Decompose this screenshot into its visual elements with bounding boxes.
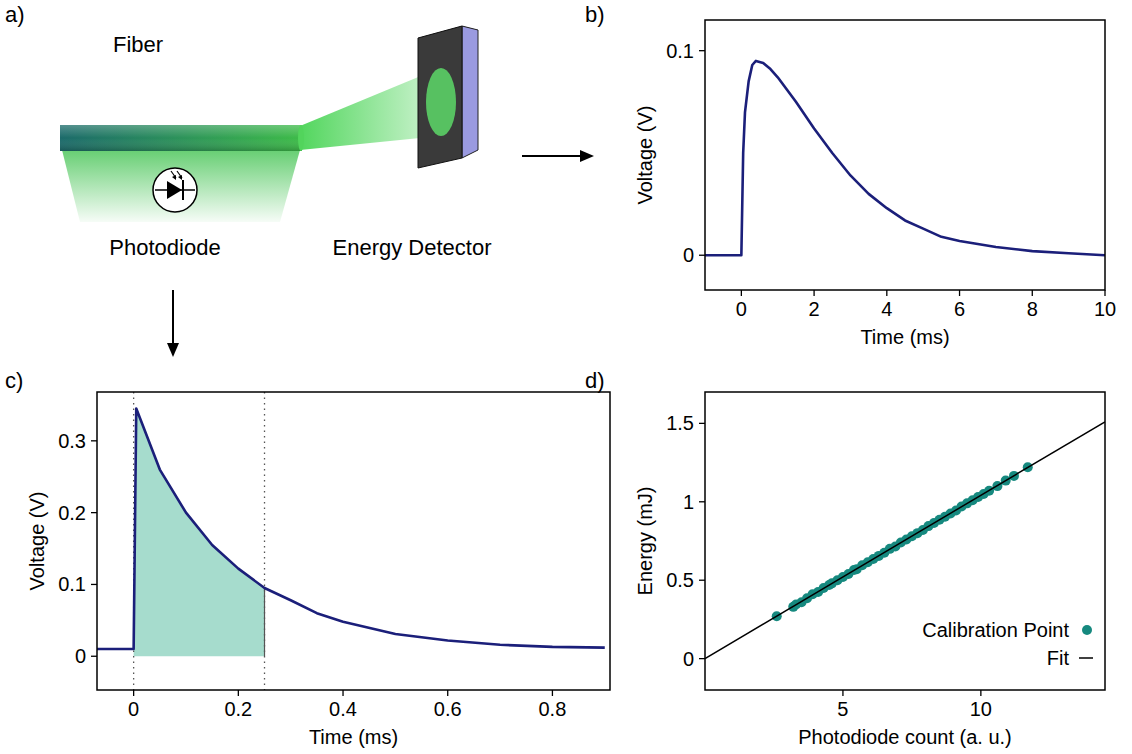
- diode-bar: [182, 180, 184, 200]
- y-axis-title: Voltage (V): [634, 106, 656, 205]
- x-tick: [1032, 290, 1033, 296]
- x-tick: [447, 690, 448, 696]
- arrow: [172, 290, 174, 345]
- y-tick-label: 0.5: [666, 569, 694, 591]
- y-axis-title: Voltage (V): [26, 492, 48, 591]
- arrow-head: [167, 343, 179, 357]
- plot-area: [705, 61, 1105, 255]
- x-tick: [1104, 290, 1105, 296]
- x-tick-label: 4: [881, 298, 892, 320]
- plot-area: [705, 422, 1105, 659]
- y-tick: [91, 656, 97, 657]
- diode: [167, 181, 182, 199]
- panel-letter: d): [585, 368, 605, 393]
- y-tick: [699, 580, 705, 581]
- x-axis-title: Photodiode count (a. u.): [798, 726, 1011, 748]
- integration-area: [134, 409, 265, 657]
- y-tick: [91, 584, 97, 585]
- background: [0, 0, 1132, 754]
- y-tick-label: 0.1: [58, 573, 86, 595]
- y-tick: [699, 658, 705, 659]
- y-tick-label: 0.1: [666, 40, 694, 62]
- legend-label: Fit: [1047, 647, 1070, 669]
- x-tick: [842, 690, 843, 696]
- legend: Calibration Point Fit: [922, 619, 1093, 669]
- series-line: [97, 409, 605, 650]
- x-tick: [741, 290, 742, 296]
- diagram: a) Fiber Photodiode Energy Detector: [5, 2, 594, 357]
- x-tick: [133, 690, 134, 696]
- arrow-head: [172, 175, 176, 180]
- plot-frame: [705, 20, 1105, 290]
- y-tick: [91, 512, 97, 513]
- y-tick-label: 0: [683, 244, 694, 266]
- plot-area: [97, 392, 605, 690]
- arrow-head: [178, 175, 182, 180]
- x-tick-label: 2: [809, 298, 820, 320]
- detector-side: [462, 26, 478, 158]
- series-line: [705, 422, 1105, 659]
- x-axis-title: Time (ms): [309, 726, 398, 748]
- x-axis-title: Time (ms): [860, 326, 949, 348]
- x-tick-label: 0.2: [224, 698, 252, 720]
- x-tick-label: 5: [837, 698, 848, 720]
- x-tick-label: 10: [970, 698, 992, 720]
- y-tick-label: 0.2: [58, 502, 86, 524]
- panel-letter: b): [585, 2, 605, 27]
- y-tick-label: 1.5: [666, 412, 694, 434]
- y-tick: [699, 423, 705, 424]
- y-tick: [91, 440, 97, 441]
- label: Photodiode: [109, 235, 220, 260]
- beam-spot: [426, 68, 456, 136]
- chart-panel: 0 0.2 0.4 0.6 0.8 0 0.1 0.2 0.3 Time (ms) Voltage …: [5, 368, 610, 748]
- x-tick-label: 10: [1094, 298, 1116, 320]
- x-tick-label: 0: [128, 698, 139, 720]
- chart-panel: 5 10 0 0.5 1 1.5 Photodiode count (a. u.) Energ…: [585, 368, 1105, 748]
- x-tick: [959, 290, 960, 296]
- y-tick: [699, 50, 705, 51]
- x-tick: [342, 690, 343, 696]
- fiber: [60, 125, 302, 151]
- arrow: [522, 155, 582, 157]
- plot-frame: [97, 392, 610, 690]
- legend-label: Calibration Point: [922, 619, 1069, 641]
- window-line: [264, 392, 265, 690]
- legend-symbol: [1079, 657, 1093, 659]
- panel-letter: a): [5, 2, 25, 27]
- y-axis-title: Energy (mJ): [634, 487, 656, 596]
- photodiode-icon: [153, 168, 197, 212]
- detector-face: [418, 26, 462, 168]
- light-cone: [62, 150, 300, 222]
- fiber-end: [298, 125, 304, 151]
- plot-frame: [705, 392, 1105, 690]
- panel-letter: c): [5, 368, 23, 393]
- chart-panel: 0 2 4 6 8 10 0 0.1 Time (ms) Voltage (V) b): [585, 2, 1116, 348]
- y-tick: [699, 255, 705, 256]
- x-tick: [238, 690, 239, 696]
- x-tick-label: 0: [736, 298, 747, 320]
- x-tick: [980, 690, 981, 696]
- figure: a)FiberPhotodiodeEnergy Detector02468100…: [0, 0, 1132, 754]
- y-tick-label: 0: [683, 648, 694, 670]
- x-tick-label: 6: [954, 298, 965, 320]
- legend-symbol: [1082, 625, 1092, 635]
- label: Fiber: [113, 32, 163, 57]
- series-line: [705, 61, 1105, 255]
- y-tick-label: 1: [683, 491, 694, 513]
- fiber-shade: [60, 125, 302, 151]
- label: Energy Detector: [333, 235, 492, 260]
- x-tick: [552, 690, 553, 696]
- arrow-head: [580, 150, 594, 162]
- x-tick: [886, 290, 887, 296]
- x-tick-label: 0.4: [329, 698, 357, 720]
- x-tick-label: 0.6: [434, 698, 462, 720]
- x-tick-label: 0.8: [539, 698, 567, 720]
- y-tick-label: 0: [75, 645, 86, 667]
- x-tick-label: 8: [1027, 298, 1038, 320]
- y-tick-label: 0.3: [58, 430, 86, 452]
- x-tick: [813, 290, 814, 296]
- y-tick: [699, 501, 705, 502]
